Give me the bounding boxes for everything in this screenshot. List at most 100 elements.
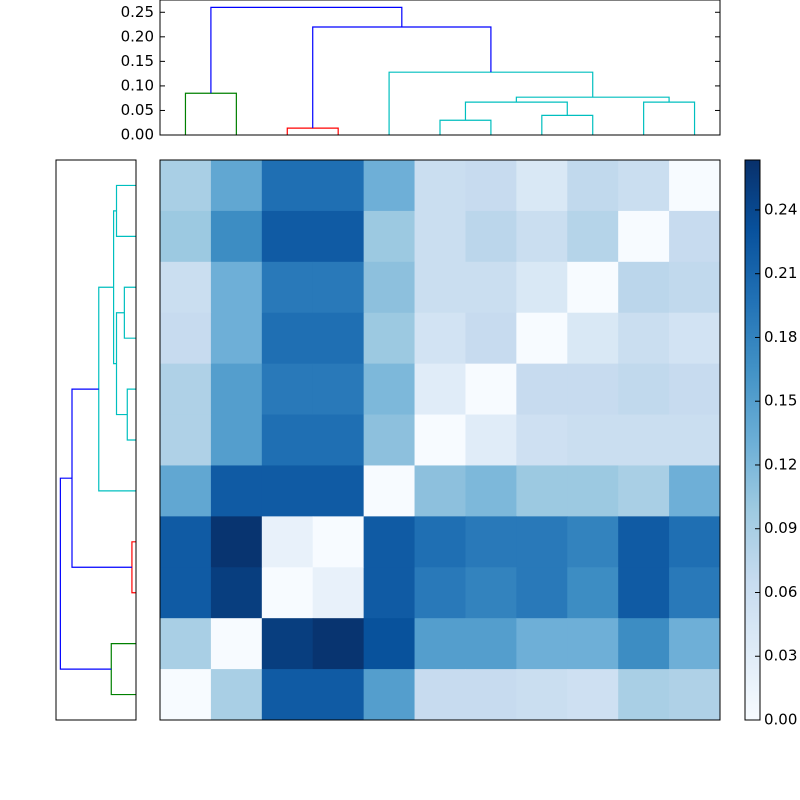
heatmap-cell	[210, 210, 263, 263]
dendrogram-link	[115, 184, 136, 237]
heatmap-cell	[261, 567, 314, 619]
heatmap-cell	[669, 261, 721, 314]
heatmap-cell	[363, 669, 416, 721]
heatmap-cell	[363, 312, 416, 365]
heatmap-cell	[567, 363, 619, 416]
heatmap-cell	[669, 516, 721, 568]
colorbar-tick-label: 0.00	[764, 711, 797, 729]
heatmap-cell	[160, 567, 212, 619]
heatmap-cell	[618, 618, 670, 670]
heatmap-cell	[414, 516, 466, 568]
heatmap-cell	[160, 312, 212, 365]
heatmap-cell	[516, 261, 568, 314]
heatmap-cell	[261, 516, 314, 568]
heatmap-cell	[312, 160, 365, 212]
dendrogram-link	[115, 312, 128, 416]
heatmap-cell	[465, 312, 517, 365]
dendrogram-link	[123, 286, 136, 339]
heatmap-cell	[414, 160, 466, 212]
heatmap-cell	[363, 261, 416, 314]
colorbar-tick-label: 0.18	[764, 328, 797, 346]
axes-frame	[159, 0, 721, 136]
heatmap-cell	[363, 516, 416, 568]
heatmap-cell	[210, 567, 263, 619]
heatmap-cell	[516, 312, 568, 365]
heatmap-cell	[261, 414, 314, 466]
heatmap-cell	[465, 567, 517, 619]
heatmap-cell	[516, 210, 568, 263]
heatmap-cell	[414, 261, 466, 314]
heatmap-cell	[567, 261, 619, 314]
heatmap-cell	[669, 414, 721, 466]
heatmap-cell	[312, 210, 365, 263]
heatmap-cell	[312, 414, 365, 466]
heatmap-cell	[363, 210, 416, 263]
heatmap-cell	[567, 414, 619, 466]
colorbar-tick-label: 0.15	[764, 392, 797, 410]
heatmap-cell	[465, 414, 517, 466]
heatmap-cell	[160, 669, 212, 721]
dendrogram-link	[464, 101, 568, 121]
heatmap-cell	[669, 567, 721, 619]
heatmap-cell	[312, 312, 365, 365]
dendrogram-link	[210, 6, 403, 94]
heatmap-cell	[160, 414, 212, 466]
heatmap-cell	[414, 363, 466, 416]
heatmap-cell	[261, 465, 314, 517]
heatmap-cell	[261, 312, 314, 365]
heatmap-cell	[618, 465, 670, 517]
heatmap-cell	[414, 567, 466, 619]
heatmap-cell	[160, 516, 212, 568]
heatmap-cell	[160, 210, 212, 263]
heatmap-cell	[516, 669, 568, 721]
heatmap-cell	[669, 210, 721, 263]
heatmap-cell	[618, 516, 670, 568]
heatmap-cell	[312, 465, 365, 517]
heatmap-cell	[261, 261, 314, 314]
heatmap-cell	[414, 669, 466, 721]
colorbar-tick-label: 0.24	[764, 200, 797, 218]
heatmap-cell	[618, 312, 670, 365]
heatmap-cell	[465, 618, 517, 670]
heatmap-cell	[465, 160, 517, 212]
heatmap-cell	[363, 465, 416, 517]
heatmap-cell	[312, 516, 365, 568]
heatmap-cell	[261, 160, 314, 212]
heatmap-cell	[363, 160, 416, 212]
heatmap-cell	[618, 414, 670, 466]
colorbar-tick-label: 0.09	[764, 519, 797, 537]
dendrogram-link	[286, 127, 339, 135]
heatmap-cell	[516, 465, 568, 517]
heatmap-cell	[363, 618, 416, 670]
heatmap-cell	[160, 363, 212, 416]
heatmap-cell	[210, 516, 263, 568]
heatmap-cell	[312, 618, 365, 670]
heatmap-cell	[567, 516, 619, 568]
dendrogram-link	[110, 643, 136, 696]
heatmap-cell	[618, 261, 670, 314]
heatmap-cell	[618, 160, 670, 212]
heatmap-cell	[210, 261, 263, 314]
heatmap-cell	[312, 567, 365, 619]
axes-frame	[159, 159, 721, 721]
heatmap-cell	[669, 669, 721, 721]
y-tick-label: 0.20	[121, 27, 154, 45]
heatmap-cell	[567, 465, 619, 517]
heatmap-cell	[465, 363, 517, 416]
heatmap-cell	[414, 312, 466, 365]
heatmap-cell	[567, 160, 619, 212]
dendrogram-link	[515, 96, 670, 103]
dendrogram-link	[126, 388, 136, 441]
heatmap-cell	[516, 618, 568, 670]
heatmap-cell	[669, 312, 721, 365]
y-tick-label: 0.10	[121, 76, 154, 94]
heatmap-cell	[465, 465, 517, 517]
heatmap-cell	[669, 363, 721, 416]
y-tick-label: 0.15	[121, 52, 154, 70]
heatmap-cell	[363, 414, 416, 466]
heatmap-cell	[160, 618, 212, 670]
heatmap-cell	[312, 261, 365, 314]
heatmap-cell	[516, 160, 568, 212]
heatmap-cell	[160, 465, 212, 517]
heatmap-cell	[414, 414, 466, 466]
